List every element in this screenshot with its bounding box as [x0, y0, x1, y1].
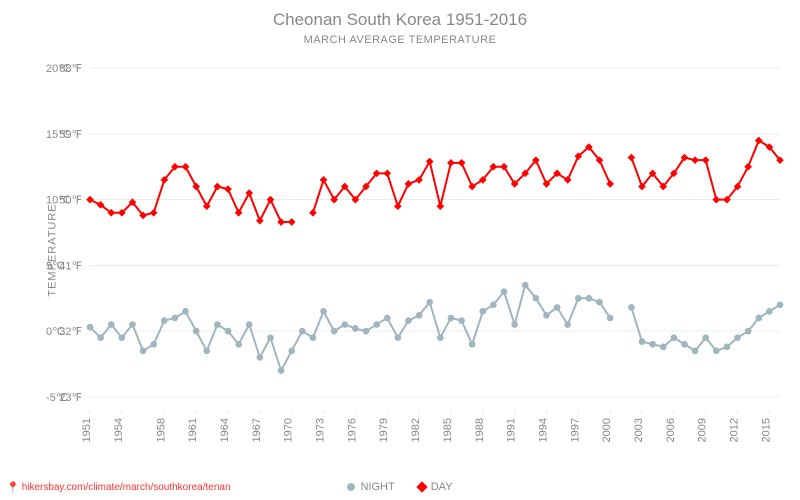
svg-text:68℉: 68℉	[59, 63, 82, 75]
map-pin-icon: 📍	[6, 481, 20, 494]
svg-text:1973: 1973	[315, 418, 327, 442]
attribution-text: hikersbay.com/climate/march/southkorea/t…	[22, 482, 231, 493]
svg-text:1961: 1961	[187, 418, 199, 442]
plot-svg: -5℃23℉0℃32℉5℃41℉10℃50℉15℃59℉20℃68℉195119…	[0, 0, 800, 500]
svg-text:41℉: 41℉	[59, 260, 82, 272]
svg-text:23℉: 23℉	[59, 392, 82, 404]
svg-text:1967: 1967	[251, 418, 263, 442]
svg-text:1985: 1985	[442, 418, 454, 442]
svg-text:1991: 1991	[506, 418, 518, 442]
legend-item-night: NIGHT	[347, 481, 394, 493]
svg-text:2003: 2003	[633, 418, 645, 442]
circle-icon	[347, 483, 355, 491]
svg-text:1994: 1994	[537, 418, 549, 442]
chart-container: Cheonan South Korea 1951-2016 MARCH AVER…	[0, 0, 800, 500]
svg-text:59℉: 59℉	[59, 129, 82, 141]
svg-text:32℉: 32℉	[59, 326, 82, 338]
legend-item-day: DAY	[418, 481, 453, 493]
diamond-icon	[416, 481, 427, 492]
svg-text:1958: 1958	[155, 418, 167, 442]
svg-text:1982: 1982	[410, 418, 422, 442]
svg-text:2006: 2006	[665, 418, 677, 442]
svg-text:1954: 1954	[113, 418, 125, 442]
svg-text:2000: 2000	[601, 418, 613, 442]
attribution: 📍 hikersbay.com/climate/march/southkorea…	[6, 481, 231, 494]
legend-label-day: DAY	[431, 481, 453, 493]
svg-text:1964: 1964	[219, 418, 231, 442]
svg-text:50℉: 50℉	[59, 195, 82, 207]
legend-label-night: NIGHT	[360, 481, 394, 493]
svg-text:1979: 1979	[378, 418, 390, 442]
svg-text:2012: 2012	[729, 418, 741, 442]
svg-text:2009: 2009	[697, 418, 709, 442]
svg-text:1951: 1951	[81, 418, 93, 442]
svg-text:1970: 1970	[283, 418, 295, 442]
svg-text:1997: 1997	[569, 418, 581, 442]
svg-text:2015: 2015	[760, 418, 772, 442]
svg-text:1988: 1988	[474, 418, 486, 442]
svg-text:1976: 1976	[346, 418, 358, 442]
